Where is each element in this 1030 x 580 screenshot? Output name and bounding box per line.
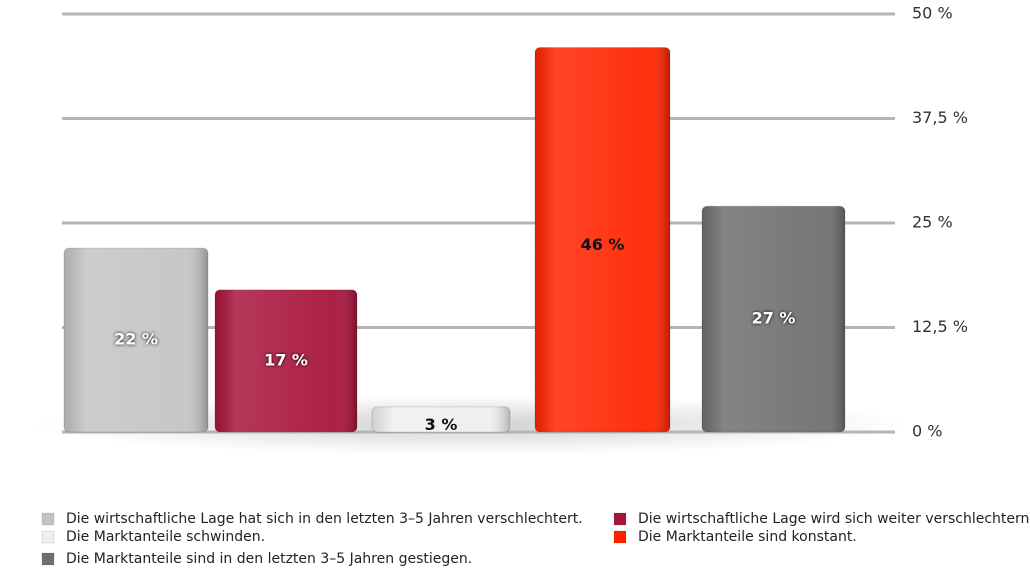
y-tick-label: 0 % xyxy=(912,422,942,441)
legend-swatch xyxy=(41,530,55,544)
legend-swatch xyxy=(613,530,627,544)
legend-swatch xyxy=(613,512,627,526)
value-label: 46 % xyxy=(581,235,625,254)
legend-label: Die Marktanteile sind in den letzten 3–5… xyxy=(66,551,472,567)
bar-shading xyxy=(702,206,845,432)
value-label: 17 % xyxy=(264,350,308,369)
bar-shading xyxy=(372,406,510,432)
legend-label: Die Marktanteile sind konstant. xyxy=(638,529,857,545)
bar-shading xyxy=(215,289,357,432)
legend-swatch xyxy=(41,512,55,526)
legend-label: Die wirtschaftliche Lage wird sich weite… xyxy=(638,511,1030,527)
y-tick-label: 25 % xyxy=(912,213,953,232)
legend-label: Die wirtschaftliche Lage hat sich in den… xyxy=(66,511,583,527)
legend-swatch xyxy=(41,552,55,566)
legend-label: Die Marktanteile schwinden. xyxy=(66,529,265,545)
value-label: 27 % xyxy=(752,309,796,328)
bar-shading xyxy=(535,47,670,432)
y-tick-label: 50 % xyxy=(912,4,953,23)
bar-shading xyxy=(64,248,208,432)
value-label: 22 % xyxy=(114,330,158,349)
y-tick-label: 37,5 % xyxy=(912,108,968,127)
value-label: 3 % xyxy=(425,415,458,434)
y-tick-label: 12,5 % xyxy=(912,317,968,336)
